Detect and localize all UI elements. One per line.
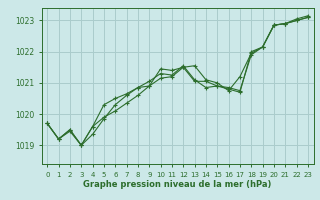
X-axis label: Graphe pression niveau de la mer (hPa): Graphe pression niveau de la mer (hPa): [84, 180, 272, 189]
